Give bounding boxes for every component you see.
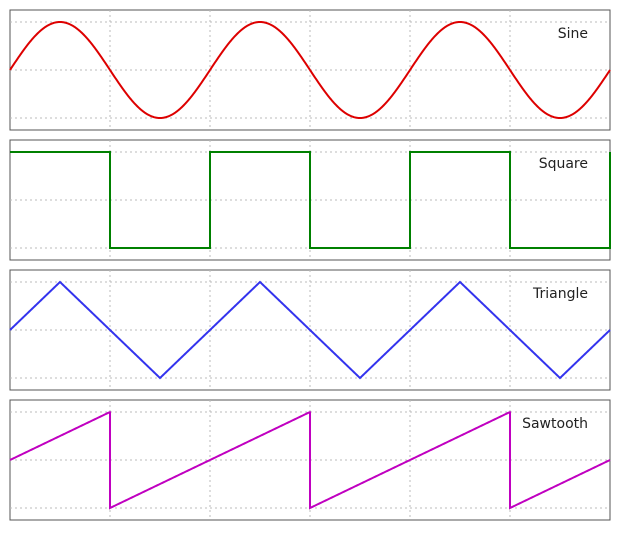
sawtooth-panel: Sawtooth <box>9 399 611 521</box>
triangle-legend-label: Triangle <box>532 286 588 302</box>
square-wave-line <box>10 151 611 249</box>
sine-legend-label: Sine <box>558 26 588 42</box>
sawtooth-legend-label: Sawtooth <box>522 416 588 432</box>
sine-panel: Sine <box>9 9 611 131</box>
sine-wave-line <box>9 20 611 120</box>
triangle-wave-line <box>9 280 611 380</box>
square-panel: Square <box>9 139 611 261</box>
square-legend-label: Square <box>539 156 588 172</box>
sawtooth-wave-line <box>9 411 611 510</box>
triangle-panel: Triangle <box>9 269 611 391</box>
